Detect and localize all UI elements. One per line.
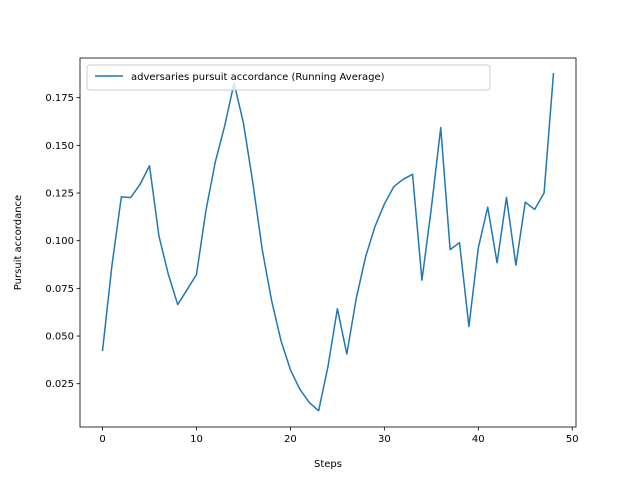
series-line-0: [101, 73, 555, 412]
x-tick-label: 0: [99, 434, 105, 445]
y-tick-label: 0.100: [45, 236, 74, 247]
y-tick-label: 0.025: [45, 379, 74, 390]
y-tick-label: 0.125: [45, 189, 74, 200]
legend-entry-label: adversaries pursuit accordance (Running …: [131, 72, 385, 83]
y-axis-label: Pursuit accordance: [13, 195, 24, 290]
x-tick-label: 50: [566, 434, 579, 445]
plot-area: [101, 73, 555, 412]
x-tick-label: 40: [472, 434, 485, 445]
legend-box: [86, 64, 491, 91]
x-tick-label: 10: [190, 434, 203, 445]
x-tick-label: 20: [284, 434, 297, 445]
x-tick-label: 30: [378, 434, 391, 445]
y-axis-ticks: 0.025 0.050 0.075 0.100 0.125 0.150 0.175: [45, 93, 80, 390]
y-tick-label: 0.050: [45, 332, 74, 343]
x-axis-label: Steps: [314, 459, 342, 470]
axes-frame: [79, 57, 577, 428]
y-tick-label: 0.150: [45, 141, 74, 152]
x-axis-ticks: 0 10 20 30 40 50: [99, 427, 579, 445]
y-tick-label: 0.175: [45, 93, 74, 104]
y-tick-label: 0.075: [45, 284, 74, 295]
legend: adversaries pursuit accordance (Running …: [86, 64, 491, 91]
